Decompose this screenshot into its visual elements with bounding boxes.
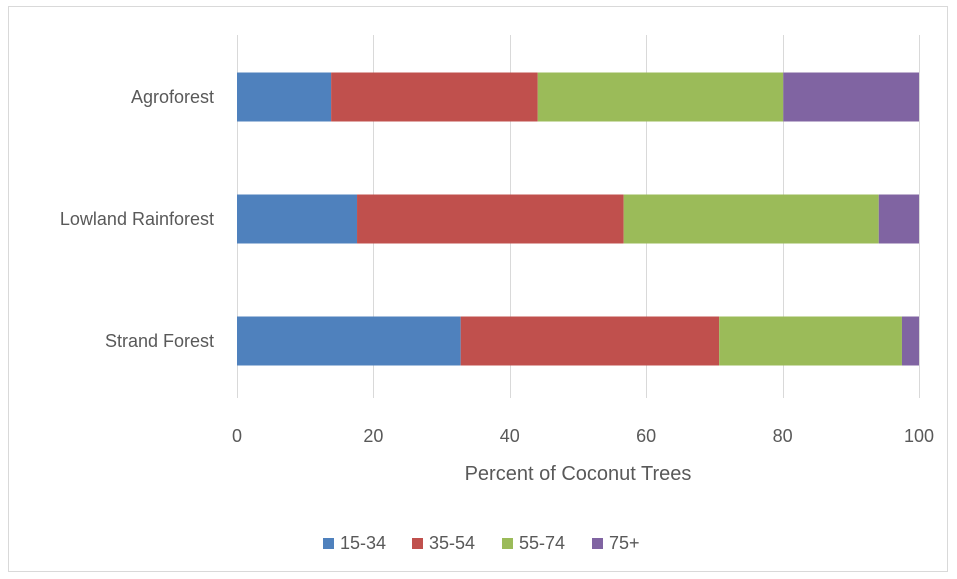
x-tick-label: 0 [232, 426, 242, 446]
bar-lowland-rainforest-55-74 [623, 194, 879, 244]
x-tick-label: 20 [363, 426, 383, 446]
category-label: Agroforest [131, 87, 214, 107]
bar-agroforest-75+ [783, 72, 919, 122]
bar-lowland-rainforest-75+ [878, 194, 919, 244]
x-tick-label: 60 [636, 426, 656, 446]
legend-swatch-55-74 [502, 538, 513, 549]
x-axis-title: Percent of Coconut Trees [465, 463, 692, 485]
category-label: Strand Forest [105, 331, 214, 351]
legend-label-75+: 75+ [609, 533, 640, 553]
bar-lowland-rainforest-35-54 [357, 194, 624, 244]
category-label: Lowland Rainforest [60, 209, 214, 229]
bar-agroforest-35-54 [331, 72, 538, 122]
bars [237, 72, 919, 366]
x-tick-label: 40 [500, 426, 520, 446]
bar-strand-forest-75+ [901, 316, 919, 366]
bar-strand-forest-35-54 [460, 316, 720, 366]
legend-label-35-54: 35-54 [429, 533, 475, 553]
x-tick-label: 80 [773, 426, 793, 446]
x-tick-labels: 0 20 40 60 80 100 [232, 426, 934, 446]
legend-label-55-74: 55-74 [519, 533, 565, 553]
legend-swatch-35-54 [412, 538, 423, 549]
legend: 15-34 35-54 55-74 75+ [323, 533, 640, 553]
x-tick-label: 100 [904, 426, 934, 446]
bar-strand-forest-55-74 [719, 316, 902, 366]
bar-strand-forest-15-34 [237, 316, 461, 366]
bar-lowland-rainforest-15-34 [237, 194, 358, 244]
category-labels: Agroforest Lowland Rainforest Strand Fores… [60, 87, 214, 351]
legend-swatch-75+ [592, 538, 603, 549]
bar-agroforest-15-34 [237, 72, 332, 122]
legend-label-15-34: 15-34 [340, 533, 386, 553]
legend-swatch-15-34 [323, 538, 334, 549]
bar-agroforest-55-74 [537, 72, 784, 122]
